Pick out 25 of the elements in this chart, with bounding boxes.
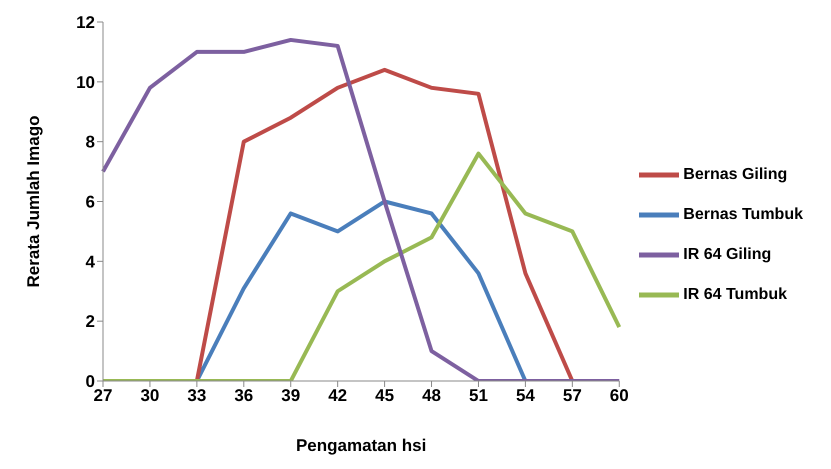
x-tick-label: 42 (328, 386, 348, 406)
x-tick-label: 60 (610, 386, 629, 406)
y-tick-label: 8 (86, 132, 95, 152)
legend-label: Bernas Tumbuk (683, 206, 803, 223)
x-tick-label: 57 (562, 386, 582, 406)
y-tick-label: 4 (86, 252, 96, 272)
x-tick-label: 30 (140, 386, 160, 406)
x-tick-label: 54 (516, 386, 536, 406)
x-tick-label: 27 (94, 386, 112, 406)
x-tick-label: 45 (375, 386, 394, 406)
y-tick-label: 2 (86, 312, 95, 332)
x-axis-title: Pengamatan hsi (296, 436, 426, 455)
y-tick-label: 6 (86, 192, 95, 212)
y-tick-label: 10 (76, 72, 95, 92)
x-tick-label: 33 (187, 386, 206, 406)
y-tick-label: 12 (76, 13, 95, 32)
legend-label: IR 64 Tumbuk (683, 286, 787, 303)
legend-label: IR 64 Giling (683, 246, 772, 263)
y-axis-title: Rerata Jumlah Imago (24, 116, 44, 288)
x-tick-label: 36 (234, 386, 254, 406)
x-tick-label: 51 (469, 386, 488, 406)
y-tick-label: 0 (86, 372, 95, 392)
legend-label: Bernas Giling (683, 166, 788, 183)
x-tick-label: 48 (422, 386, 441, 406)
x-tick-label: 39 (281, 386, 300, 406)
